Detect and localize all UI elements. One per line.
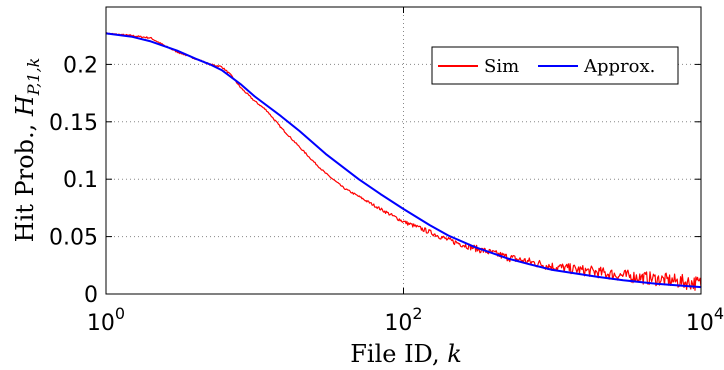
y-tick-label: 0 [84,283,98,308]
y-tick-labels: 0 0.05 0.1 0.15 0.2 [49,53,98,308]
x-tick-labels: 100 102 104 [87,304,724,336]
y-tick-label: 0.2 [63,53,98,78]
y-tick-label: 0.15 [49,111,98,136]
legend-label-sim: Sim [484,56,519,77]
x-tick-label: 102 [384,304,422,336]
x-tick-label: 100 [87,304,125,336]
y-tick-label: 0.1 [63,168,98,193]
series-layer [105,32,702,291]
y-axis-title: Hit Prob., HP,1,k [11,58,43,243]
x-axis-title: File ID, k [350,340,462,368]
legend-label-approx: Approx. [583,56,655,77]
series-line-approx [105,32,702,289]
y-tick-label: 0.05 [49,226,98,251]
legend: Sim Approx. [431,46,679,85]
x-tick-label: 104 [686,304,724,336]
tick-marks [105,7,702,295]
